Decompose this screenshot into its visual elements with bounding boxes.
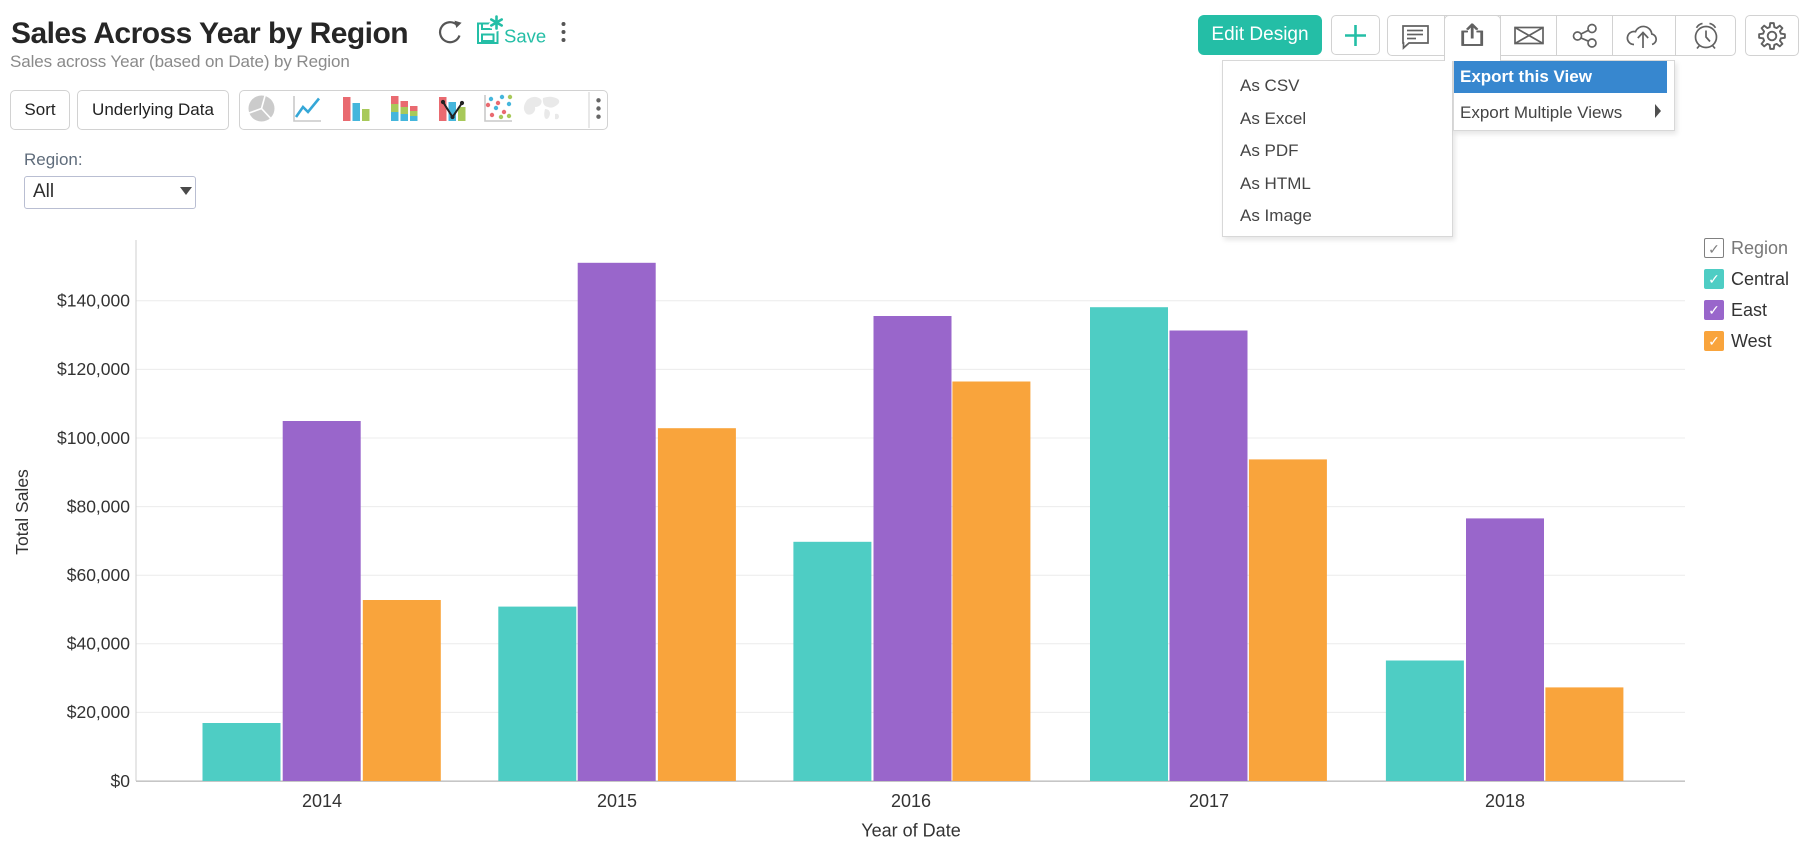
svg-text:$100,000: $100,000 (57, 428, 130, 448)
svg-text:$0: $0 (111, 771, 131, 791)
svg-text:$20,000: $20,000 (67, 702, 131, 722)
svg-text:Total Sales: Total Sales (12, 469, 32, 555)
svg-text:$60,000: $60,000 (67, 565, 131, 585)
svg-text:$140,000: $140,000 (57, 291, 130, 311)
svg-text:Year of Date: Year of Date (861, 821, 960, 841)
svg-text:2016: 2016 (891, 791, 931, 811)
svg-text:2015: 2015 (597, 791, 637, 811)
svg-text:$40,000: $40,000 (67, 634, 131, 654)
svg-text:2017: 2017 (1189, 791, 1229, 811)
svg-text:Save: Save (504, 26, 546, 47)
svg-text:2018: 2018 (1485, 791, 1525, 811)
svg-text:2014: 2014 (302, 791, 342, 811)
svg-text:$80,000: $80,000 (67, 496, 131, 516)
svg-text:$120,000: $120,000 (57, 359, 130, 379)
